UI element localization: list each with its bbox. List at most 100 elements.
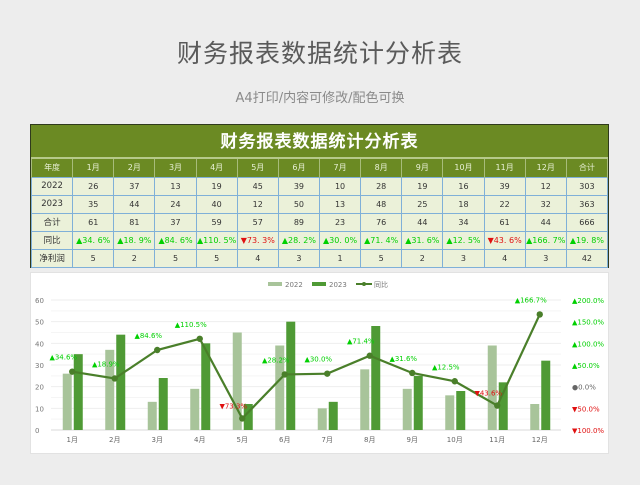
bar-2022[interactable] bbox=[232, 332, 242, 431]
table-cell[interactable]: 666 bbox=[565, 212, 609, 232]
table-cell[interactable]: ▲84. 6% bbox=[154, 230, 197, 250]
yoy-point[interactable] bbox=[154, 346, 161, 354]
table-cell[interactable]: 363 bbox=[565, 194, 609, 214]
table-cell[interactable]: 16 bbox=[442, 176, 485, 196]
table-cell[interactable]: 59 bbox=[195, 212, 238, 232]
table-cell[interactable]: 81 bbox=[113, 212, 156, 232]
bar-2023[interactable] bbox=[116, 334, 126, 430]
yoy-point[interactable] bbox=[536, 311, 543, 318]
table-cell[interactable]: 4 bbox=[483, 248, 526, 268]
bar-2022[interactable] bbox=[275, 345, 285, 431]
yoy-point[interactable] bbox=[451, 378, 458, 385]
bar-2022[interactable] bbox=[147, 401, 157, 430]
bar-2023[interactable] bbox=[328, 401, 338, 430]
bar-2022[interactable] bbox=[402, 388, 412, 430]
bar-2022[interactable] bbox=[360, 369, 370, 430]
table-cell[interactable]: 57 bbox=[236, 212, 279, 232]
table-cell[interactable]: 19 bbox=[401, 176, 444, 196]
table-cell[interactable]: 44 bbox=[401, 212, 444, 232]
table-cell[interactable]: 37 bbox=[154, 212, 197, 232]
table-cell[interactable]: 3 bbox=[442, 248, 485, 268]
bar-2023[interactable] bbox=[371, 326, 381, 430]
table-cell[interactable]: 23 bbox=[318, 212, 362, 232]
table-cell[interactable]: 26 bbox=[72, 176, 115, 196]
table-cell[interactable]: 5 bbox=[72, 248, 115, 268]
yoy-point[interactable] bbox=[281, 371, 288, 378]
yoy-point[interactable] bbox=[324, 370, 331, 377]
bar-2023[interactable] bbox=[243, 404, 253, 430]
table-cell[interactable]: ▲12. 5% bbox=[442, 230, 485, 250]
bar-2023[interactable] bbox=[201, 343, 211, 430]
yoy-point[interactable] bbox=[111, 375, 118, 382]
yoy-point[interactable] bbox=[69, 368, 76, 375]
table-cell[interactable]: 45 bbox=[236, 176, 279, 196]
table-cell[interactable]: ▲30. 0% bbox=[318, 230, 362, 250]
bar-2022[interactable] bbox=[317, 408, 327, 430]
table-cell[interactable]: 1 bbox=[318, 248, 362, 268]
table-cell[interactable]: 76 bbox=[360, 212, 403, 232]
bar-2023[interactable] bbox=[541, 360, 551, 430]
table-cell[interactable]: 44 bbox=[524, 212, 567, 232]
table-cell[interactable]: ▲71. 4% bbox=[360, 230, 403, 250]
table-cell[interactable]: ▲166. 7% bbox=[524, 230, 567, 250]
bar-2022[interactable] bbox=[105, 349, 115, 430]
bar-2023[interactable] bbox=[158, 378, 168, 430]
bar-2023[interactable] bbox=[413, 375, 423, 430]
table-cell[interactable]: 4 bbox=[236, 248, 279, 268]
table-cell[interactable]: 5 bbox=[154, 248, 197, 268]
table-cell[interactable]: 61 bbox=[483, 212, 526, 232]
table-cell[interactable]: ▲18. 9% bbox=[113, 230, 156, 250]
table-cell[interactable]: ▲34. 6% bbox=[72, 230, 115, 250]
bar-2022[interactable] bbox=[62, 373, 72, 430]
table-cell[interactable]: 13 bbox=[154, 176, 197, 196]
table-cell[interactable]: 22 bbox=[483, 194, 526, 214]
table-cell[interactable]: ▲28. 2% bbox=[277, 230, 320, 250]
bar-2023[interactable] bbox=[73, 354, 83, 430]
table-cell[interactable]: 2 bbox=[401, 248, 444, 268]
table-cell[interactable]: 40 bbox=[195, 194, 238, 214]
table-cell[interactable]: ▼43. 6% bbox=[483, 230, 526, 250]
table-cell[interactable]: 39 bbox=[483, 176, 526, 196]
table-cell[interactable]: 24 bbox=[154, 194, 197, 214]
bar-2022[interactable] bbox=[190, 388, 200, 430]
table-cell[interactable]: 34 bbox=[442, 212, 485, 232]
table-cell[interactable]: 5 bbox=[360, 248, 403, 268]
yoy-point[interactable] bbox=[196, 335, 203, 342]
yoy-point[interactable] bbox=[366, 352, 373, 359]
table-cell[interactable]: 25 bbox=[401, 194, 444, 214]
table-cell[interactable]: 19 bbox=[195, 176, 238, 196]
bar-2023[interactable] bbox=[286, 321, 296, 430]
table-cell[interactable]: 89 bbox=[277, 212, 320, 232]
bar-2022[interactable] bbox=[445, 395, 455, 430]
table-cell[interactable]: 13 bbox=[318, 194, 362, 214]
table-cell[interactable]: 48 bbox=[360, 194, 403, 214]
table-cell[interactable]: 28 bbox=[360, 176, 403, 196]
bar-2023[interactable] bbox=[456, 391, 466, 430]
bar-2022[interactable] bbox=[530, 404, 540, 430]
table-cell[interactable]: 3 bbox=[277, 248, 320, 268]
table-cell[interactable]: 61 bbox=[72, 212, 115, 232]
table-cell[interactable]: ▼73. 3% bbox=[236, 230, 279, 250]
table-cell[interactable]: 10 bbox=[318, 176, 362, 196]
yoy-point[interactable] bbox=[494, 402, 501, 409]
table-cell[interactable]: 12 bbox=[236, 194, 279, 214]
table-cell[interactable]: 35 bbox=[72, 194, 115, 214]
table-cell[interactable]: ▲19. 8% bbox=[565, 230, 609, 250]
table-cell[interactable]: ▲31. 6% bbox=[401, 230, 444, 250]
table-cell[interactable]: 37 bbox=[113, 176, 156, 196]
table-cell[interactable]: 32 bbox=[524, 194, 567, 214]
yoy-point[interactable] bbox=[409, 369, 416, 377]
table-cell[interactable]: 303 bbox=[565, 176, 609, 196]
table-cell[interactable]: 3 bbox=[524, 248, 567, 268]
table-cell[interactable]: 2 bbox=[113, 248, 156, 268]
table-cell[interactable]: 12 bbox=[524, 176, 567, 196]
table-cell[interactable]: 18 bbox=[442, 194, 485, 214]
table-cell[interactable]: 44 bbox=[113, 194, 156, 214]
table-cell[interactable]: 50 bbox=[277, 194, 320, 214]
table-cell[interactable]: 5 bbox=[195, 248, 238, 268]
table-cell[interactable]: 39 bbox=[277, 176, 320, 196]
table-cell[interactable]: ▲110. 5% bbox=[195, 230, 238, 250]
bar-2023[interactable] bbox=[498, 382, 508, 430]
yoy-point[interactable] bbox=[239, 415, 246, 422]
table-cell[interactable]: 42 bbox=[565, 248, 609, 268]
